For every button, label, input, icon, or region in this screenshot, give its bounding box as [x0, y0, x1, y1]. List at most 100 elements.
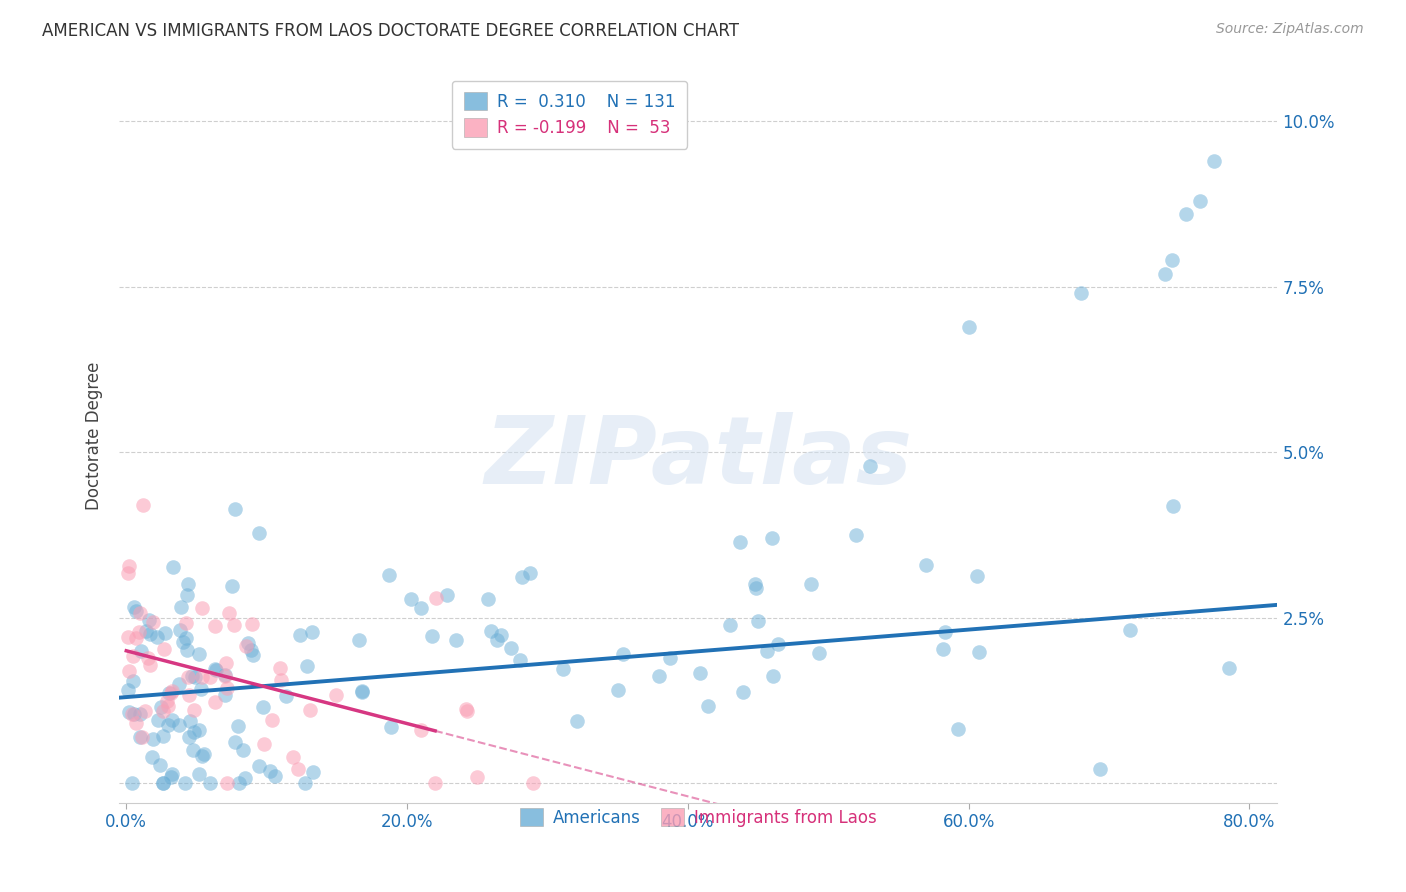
Point [253, 737, 276, 751]
Point [287, 762, 309, 776]
Point [1218, 661, 1240, 675]
Point [689, 665, 711, 680]
Point [465, 770, 488, 784]
Point [747, 614, 769, 628]
Point [183, 725, 205, 739]
Point [132, 498, 155, 512]
Point [648, 669, 671, 683]
Point [128, 606, 150, 620]
Point [204, 662, 226, 676]
Point [288, 627, 311, 641]
Point [1161, 500, 1184, 514]
Point [477, 591, 499, 606]
Point [117, 630, 139, 644]
Point [121, 707, 143, 722]
Point [499, 641, 522, 656]
Point [297, 658, 319, 673]
Point [214, 669, 236, 683]
Point [380, 720, 402, 734]
Point [612, 647, 634, 661]
Point [301, 624, 323, 639]
Point [121, 648, 143, 663]
Point [190, 681, 212, 696]
Point [157, 686, 180, 700]
Point [226, 718, 249, 732]
Point [121, 776, 143, 790]
Point [176, 670, 198, 684]
Point [481, 624, 503, 638]
Point [191, 601, 214, 615]
Point [153, 625, 176, 640]
Point [181, 742, 204, 756]
Point [409, 723, 432, 737]
Point [510, 570, 533, 584]
Point [215, 656, 238, 670]
Point [221, 579, 243, 593]
Point [957, 319, 980, 334]
Point [176, 616, 198, 631]
Point [129, 707, 152, 722]
Point [191, 670, 214, 684]
Point [142, 732, 165, 747]
Point [269, 661, 291, 675]
Point [378, 567, 401, 582]
Point [180, 669, 202, 683]
Point [228, 776, 250, 790]
Point [179, 714, 201, 728]
Point [845, 528, 868, 542]
Point [240, 616, 263, 631]
Point [118, 559, 141, 574]
Point [169, 623, 191, 637]
Point [224, 735, 246, 749]
Point [183, 703, 205, 717]
Point [129, 644, 152, 658]
Point [177, 577, 200, 591]
Point [152, 704, 174, 718]
Point [191, 748, 214, 763]
Point [283, 749, 305, 764]
Point [198, 776, 221, 790]
Point [325, 688, 347, 702]
Point [553, 662, 575, 676]
Point [125, 604, 148, 618]
Point [118, 706, 141, 720]
Point [425, 776, 447, 790]
Point [730, 534, 752, 549]
Point [491, 628, 513, 642]
Point [932, 642, 955, 657]
Point [444, 632, 467, 647]
Point [247, 526, 270, 541]
Point [122, 599, 145, 614]
Point [761, 531, 783, 545]
Point [188, 767, 211, 781]
Point [183, 670, 205, 684]
Point [131, 730, 153, 744]
Point [170, 600, 193, 615]
Point [859, 458, 882, 473]
Point [156, 694, 179, 708]
Point [139, 657, 162, 672]
Point [731, 685, 754, 699]
Point [252, 700, 274, 714]
Point [352, 685, 374, 699]
Point [146, 713, 169, 727]
Point [162, 560, 184, 574]
Point [966, 569, 988, 583]
Point [117, 566, 139, 581]
Point [270, 673, 292, 687]
Point [152, 776, 174, 790]
Point [242, 648, 264, 663]
Point [204, 619, 226, 633]
Point [946, 723, 969, 737]
Point [659, 650, 682, 665]
Point [215, 776, 238, 790]
Point [299, 703, 322, 717]
Point [1204, 154, 1226, 169]
Point [156, 718, 179, 732]
Point [1189, 194, 1212, 208]
Point [117, 664, 139, 678]
Point [233, 772, 256, 786]
Point [565, 714, 588, 728]
Point [125, 715, 148, 730]
Point [193, 747, 215, 762]
